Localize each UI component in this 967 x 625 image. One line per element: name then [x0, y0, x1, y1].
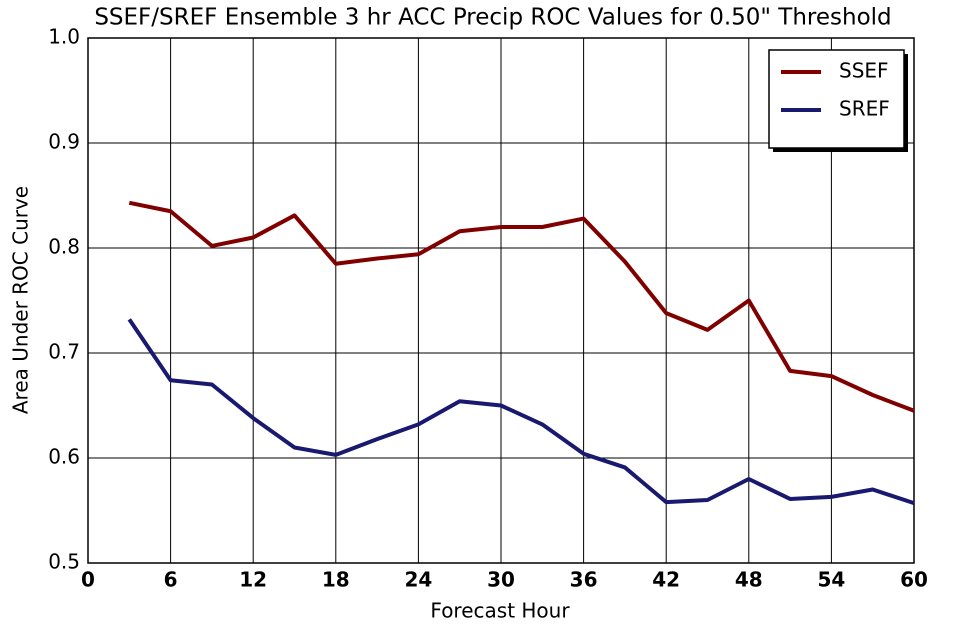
- legend-box: [768, 49, 905, 149]
- y-tick-label: 0.6: [48, 445, 80, 469]
- plot-frame: [87, 37, 915, 564]
- y-tick-label: 0.9: [48, 130, 80, 154]
- x-tick-label: 54: [817, 568, 845, 592]
- x-axis-label: Forecast Hour: [430, 599, 570, 623]
- x-tick-label: 12: [239, 568, 267, 592]
- x-tick-label: 60: [900, 568, 928, 592]
- y-tick-label: 0.7: [48, 340, 80, 364]
- x-tick-label: 48: [735, 568, 763, 592]
- y-axis-label: Area Under ROC Curve: [9, 186, 33, 414]
- x-tick-label: 30: [487, 568, 515, 592]
- x-tick-label: 18: [322, 568, 350, 592]
- x-tick-label: 36: [570, 568, 598, 592]
- data-line: [128, 200, 915, 413]
- x-tick-label: 24: [404, 568, 432, 592]
- x-tick-label: 42: [652, 568, 680, 592]
- y-tick-label: 0.8: [48, 235, 80, 259]
- data-line: [127, 318, 915, 506]
- legend-label: SREF: [839, 97, 890, 121]
- x-tick-label: 0: [81, 568, 95, 592]
- chart-title: SSEF/SREF Ensemble 3 hr ACC Precip ROC V…: [94, 5, 891, 31]
- x-tick-label: 6: [164, 568, 178, 592]
- legend-label: SSEF: [839, 59, 889, 83]
- y-tick-label: 1.0: [48, 25, 80, 49]
- y-tick-label: 0.5: [48, 550, 80, 574]
